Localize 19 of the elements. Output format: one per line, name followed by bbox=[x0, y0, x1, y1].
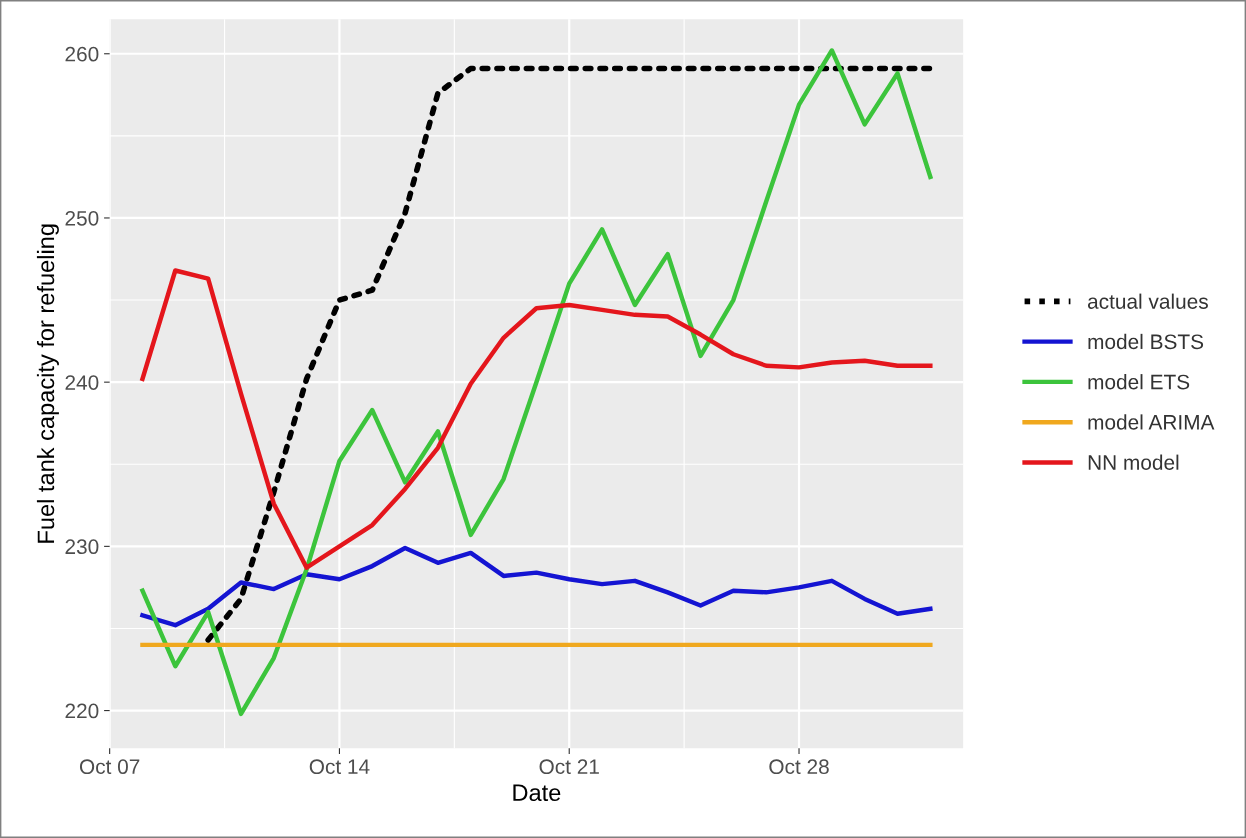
x-axis-title: Date bbox=[513, 784, 561, 802]
x-tick-label: Oct 14 bbox=[309, 759, 370, 775]
legend-label: model BSTS bbox=[1088, 333, 1204, 350]
y-tick-label: 260 bbox=[65, 46, 99, 62]
y-axis-title: Fuel tank capacity for refueling bbox=[36, 224, 59, 543]
y-tick-label: 240 bbox=[65, 375, 99, 390]
legend-label: NN model bbox=[1088, 454, 1179, 470]
y-tick-label: 230 bbox=[65, 539, 99, 555]
line-series bbox=[140, 48, 933, 717]
line-series bbox=[140, 545, 933, 628]
y-tick-label: 220 bbox=[65, 703, 99, 719]
x-tick-label: Oct 21 bbox=[539, 759, 599, 775]
x-tick-label: Oct 07 bbox=[79, 759, 140, 775]
y-tick-label: 250 bbox=[65, 210, 99, 226]
line-series bbox=[140, 268, 933, 570]
legend-label: model ARIMA bbox=[1088, 414, 1215, 430]
legend-label: model ETS bbox=[1088, 374, 1190, 390]
legend-label: actual values bbox=[1087, 293, 1208, 309]
x-tick-label: Oct 28 bbox=[769, 759, 829, 775]
